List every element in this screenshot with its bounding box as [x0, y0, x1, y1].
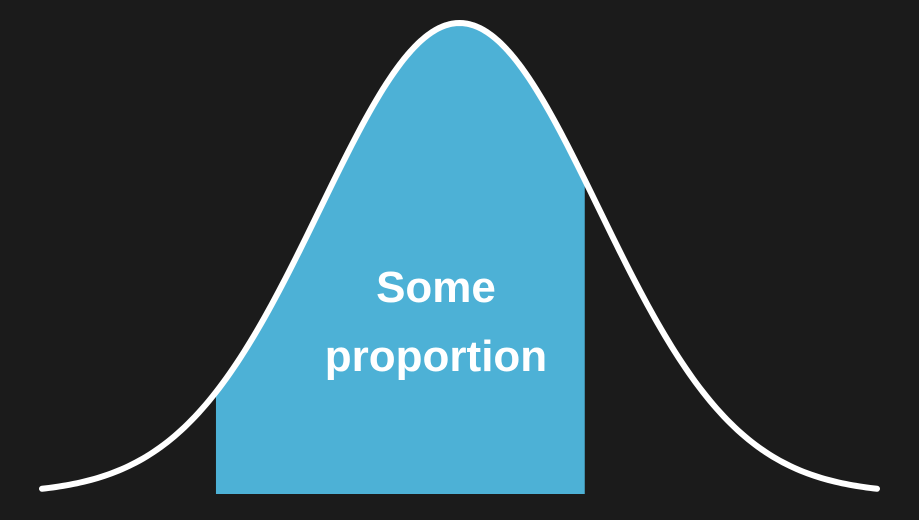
region-label-line-2: proportion — [325, 332, 547, 381]
bell-curve-line — [39, 20, 880, 492]
shaded-proportion-area — [215, 23, 585, 494]
region-label-line-1: Some — [376, 263, 496, 312]
